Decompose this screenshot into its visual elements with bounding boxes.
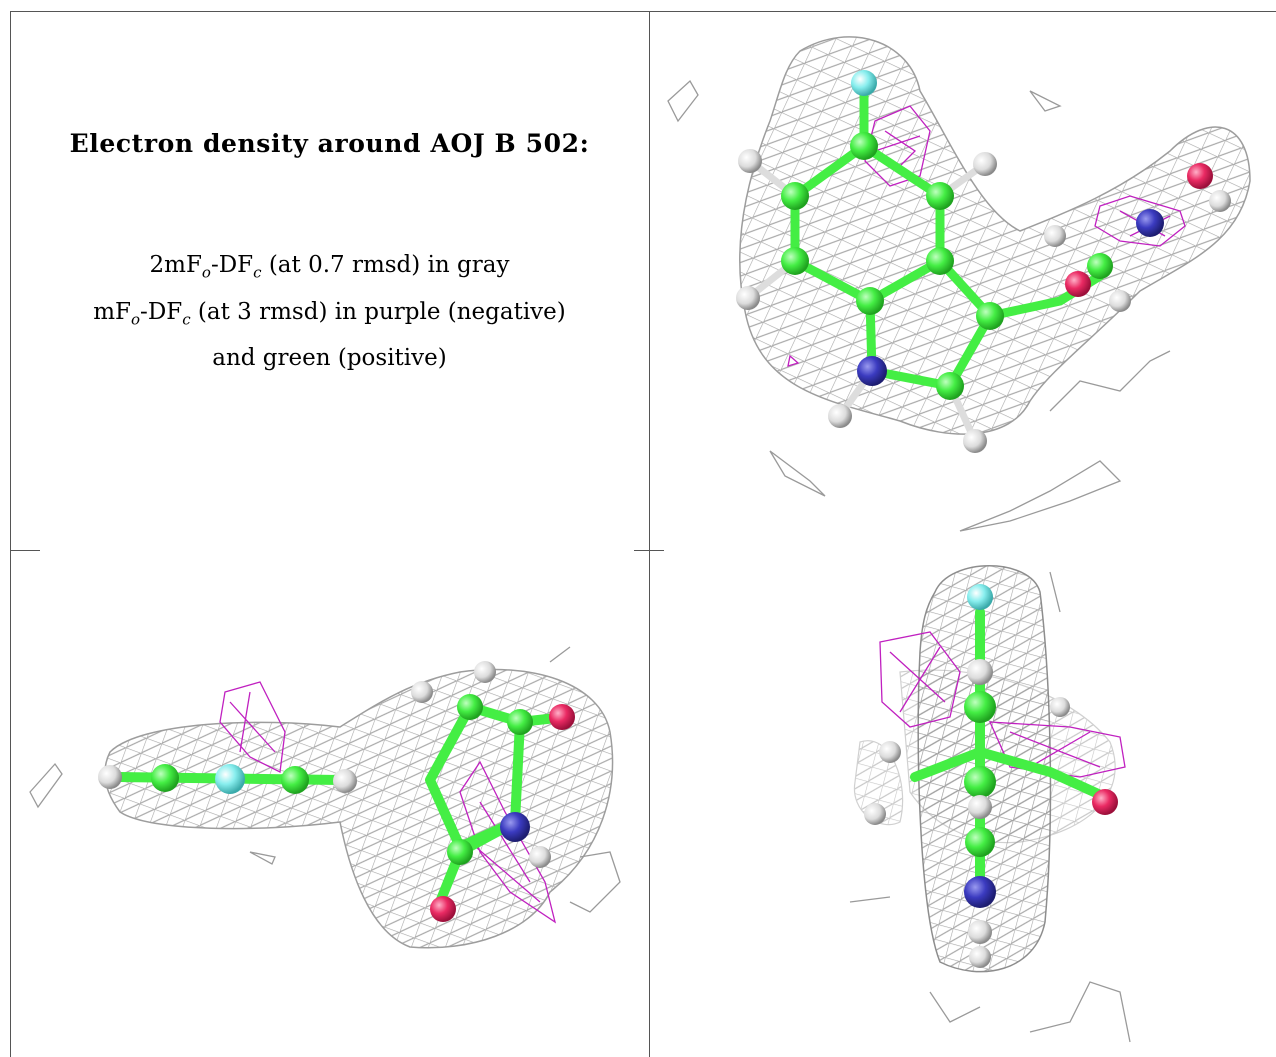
atoms [736,70,1231,453]
molecule-render-front [667,36,1251,532]
mesh-2fofc [104,668,614,949]
molecule-render-side [29,646,621,949]
density-view-top-right [650,11,1276,549]
middle-divider-left [10,550,40,551]
molecule-render-top [849,565,1131,1043]
density-view-bottom-left [10,552,649,1057]
mesh-fragments [667,79,1171,532]
legend-line-fofc: mFo-DFc (at 3 rmsd) in purple (negative) [93,298,566,329]
legend-line-2fofc: 2mFo-DFc (at 0.7 rmsd) in gray [149,252,510,282]
atoms [98,661,575,922]
atoms [864,584,1118,968]
density-view-bottom-right [650,552,1276,1057]
mesh-fragments [849,571,1131,1043]
top-border [10,11,1276,12]
legend-line-positive: and green (positive) [212,345,447,372]
figure-title: Electron density around AOJ B 502: [69,129,590,158]
h-bonds [744,157,989,445]
center-divider [649,11,650,1057]
mesh-fragments [29,646,621,913]
middle-divider-center [634,550,664,551]
left-border [10,11,11,1057]
legend: 2mFo-DFc (at 0.7 rmsd) in gray mFo-DFc (… [10,246,649,378]
mesh-fofc-negative [219,681,557,924]
caption-cell: Electron density around AOJ B 502: 2mFo-… [10,11,649,549]
